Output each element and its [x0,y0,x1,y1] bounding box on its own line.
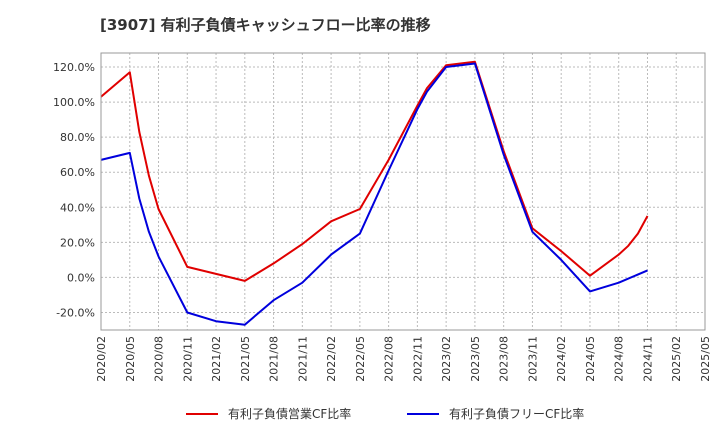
x-tick-label: 2023/02 [440,336,453,382]
x-tick-label: 2020/02 [95,336,108,382]
y-tick-label: 0.0% [67,271,95,284]
y-tick-label: 100.0% [53,96,95,109]
series-line-2 [100,62,648,326]
x-tick-label: 2023/08 [498,336,511,382]
x-axis-labels: 2020/02 2020/05 2020/08 2020/11 2021/02 2021/… [95,336,712,382]
y-tick-label: 40.0% [60,201,95,214]
x-tick-label: 2022/11 [411,336,424,382]
x-tick-label: 2022/05 [354,336,367,382]
legend-label-2: 有利子負債フリーCF比率 [449,406,584,421]
series-layer [100,60,649,326]
x-tick-label: 2021/02 [210,336,223,382]
y-tick-label: 20.0% [60,236,95,249]
y-axis-labels: -20.0% 0.0% 20.0% 40.0% 60.0% 80.0% 100.0% 120.… [53,61,95,319]
x-tick-label: 2024/05 [584,336,597,382]
x-tick-label: 2025/02 [670,336,683,382]
legend-label-1: 有利子負債営業CF比率 [228,406,351,421]
plot-frame [100,52,706,331]
y-tick-label: 60.0% [60,166,95,179]
legend: 有利子負債営業CF比率 有利子負債フリーCF比率 [186,406,584,421]
series-line-1 [100,60,649,282]
x-tick-label: 2021/05 [239,336,252,382]
x-tick-label: 2023/11 [526,336,539,382]
x-tick-label: 2023/05 [469,336,482,382]
grid-layer [100,53,706,330]
x-tick-label: 2021/11 [296,336,309,382]
x-tick-label: 2025/05 [699,336,712,382]
chart-title: [3907] 有利子負債キャッシュフロー比率の推移 [100,16,431,34]
x-tick-label: 2020/05 [124,336,137,382]
x-tick-label: 2021/08 [268,336,281,382]
x-tick-label: 2022/02 [325,336,338,382]
x-tick-label: 2024/11 [641,336,654,382]
x-tick-label: 2022/08 [383,336,396,382]
y-tick-label: -20.0% [56,306,95,319]
x-tick-label: 2024/02 [555,336,568,382]
x-tick-label: 2020/11 [181,336,194,382]
x-tick-label: 2024/08 [613,336,626,382]
y-tick-label: 120.0% [53,61,95,74]
y-tick-label: 80.0% [60,131,95,144]
x-tick-label: 2020/08 [153,336,166,382]
